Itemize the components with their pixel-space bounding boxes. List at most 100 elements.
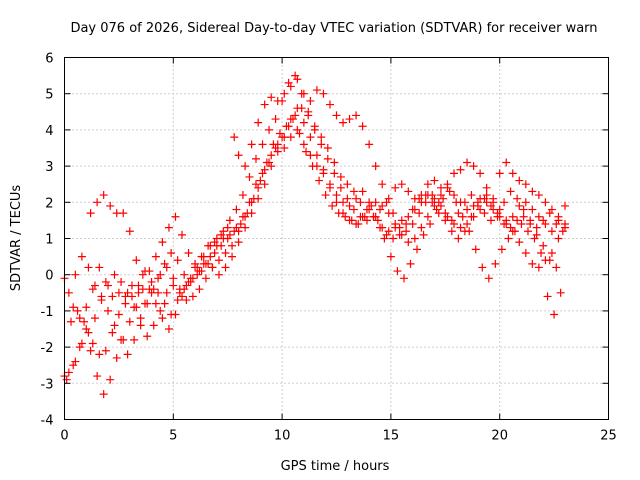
data-point xyxy=(541,256,550,265)
data-point xyxy=(325,183,334,192)
data-point xyxy=(132,256,141,265)
data-point xyxy=(219,227,228,236)
data-point xyxy=(373,216,382,225)
data-point xyxy=(223,223,232,232)
data-point xyxy=(245,172,254,181)
data-point xyxy=(101,277,110,286)
data-point xyxy=(160,299,169,308)
data-point xyxy=(476,169,485,178)
data-point xyxy=(223,234,232,243)
data-point xyxy=(119,209,128,218)
data-point xyxy=(439,194,448,203)
y-tick-label: -1 xyxy=(41,305,54,320)
data-point xyxy=(93,372,102,381)
data-point xyxy=(554,216,563,225)
data-point xyxy=(260,165,269,174)
data-point xyxy=(221,248,230,257)
data-point xyxy=(319,165,328,174)
data-point xyxy=(299,89,308,98)
data-point xyxy=(247,209,256,218)
data-point xyxy=(93,198,102,207)
data-point xyxy=(456,165,465,174)
data-point xyxy=(138,270,147,279)
data-point xyxy=(295,129,304,138)
data-point xyxy=(519,205,528,214)
data-point xyxy=(180,270,189,279)
data-point xyxy=(71,357,80,366)
data-point xyxy=(552,220,561,229)
y-tick-label: -2 xyxy=(41,341,54,356)
data-point xyxy=(104,306,113,315)
data-point xyxy=(436,191,445,200)
data-point xyxy=(99,191,108,200)
data-point xyxy=(343,180,352,189)
data-point xyxy=(463,205,472,214)
data-point xyxy=(310,122,319,131)
data-point xyxy=(88,285,97,294)
data-point xyxy=(169,281,178,290)
data-point xyxy=(123,288,132,297)
data-point xyxy=(117,335,126,344)
data-point xyxy=(293,104,302,113)
data-point xyxy=(323,154,332,163)
data-point xyxy=(541,198,550,207)
data-point xyxy=(234,151,243,160)
data-point xyxy=(121,292,130,301)
data-point xyxy=(62,375,71,384)
data-point xyxy=(82,325,91,333)
data-point xyxy=(210,238,219,247)
data-point xyxy=(64,288,73,297)
data-points xyxy=(60,71,569,399)
data-point xyxy=(280,133,289,142)
x-axis-label: GPS time / hours xyxy=(281,459,390,474)
data-point xyxy=(521,180,530,189)
data-point xyxy=(463,220,472,229)
data-point xyxy=(173,296,182,305)
data-point xyxy=(286,82,295,91)
data-point xyxy=(221,263,230,272)
data-point xyxy=(191,263,200,272)
data-point xyxy=(471,245,480,254)
data-point xyxy=(178,230,187,239)
data-point xyxy=(389,234,398,243)
data-point xyxy=(397,216,406,225)
data-point xyxy=(154,274,163,283)
data-point xyxy=(108,292,117,301)
data-point xyxy=(77,339,86,348)
data-point xyxy=(178,292,187,301)
data-point xyxy=(430,176,439,185)
data-point xyxy=(280,144,289,152)
data-point xyxy=(251,180,260,189)
data-point xyxy=(234,227,243,236)
data-point xyxy=(397,180,406,189)
data-point xyxy=(110,270,119,279)
data-point xyxy=(465,227,474,236)
data-point xyxy=(69,361,78,370)
data-point xyxy=(341,212,350,221)
data-point xyxy=(515,201,524,210)
data-point xyxy=(114,310,123,319)
data-point xyxy=(130,303,139,312)
data-point xyxy=(241,223,250,232)
data-point xyxy=(358,122,367,131)
data-point xyxy=(315,176,324,185)
data-point xyxy=(384,209,393,218)
data-point xyxy=(491,259,500,268)
data-point xyxy=(469,212,478,221)
data-point xyxy=(188,274,197,283)
data-point xyxy=(67,317,76,326)
data-point xyxy=(428,198,437,207)
data-point xyxy=(275,129,284,138)
data-point xyxy=(123,350,132,359)
data-point xyxy=(399,274,408,283)
data-point xyxy=(260,100,269,109)
data-point xyxy=(484,274,493,283)
data-point xyxy=(534,212,543,221)
y-axis-label: SDTVAR / TECUs xyxy=(9,185,24,292)
data-point xyxy=(482,183,491,192)
data-point xyxy=(317,140,326,149)
data-point xyxy=(404,212,413,221)
data-point xyxy=(330,169,339,178)
data-point xyxy=(143,332,152,341)
data-point xyxy=(419,230,428,239)
